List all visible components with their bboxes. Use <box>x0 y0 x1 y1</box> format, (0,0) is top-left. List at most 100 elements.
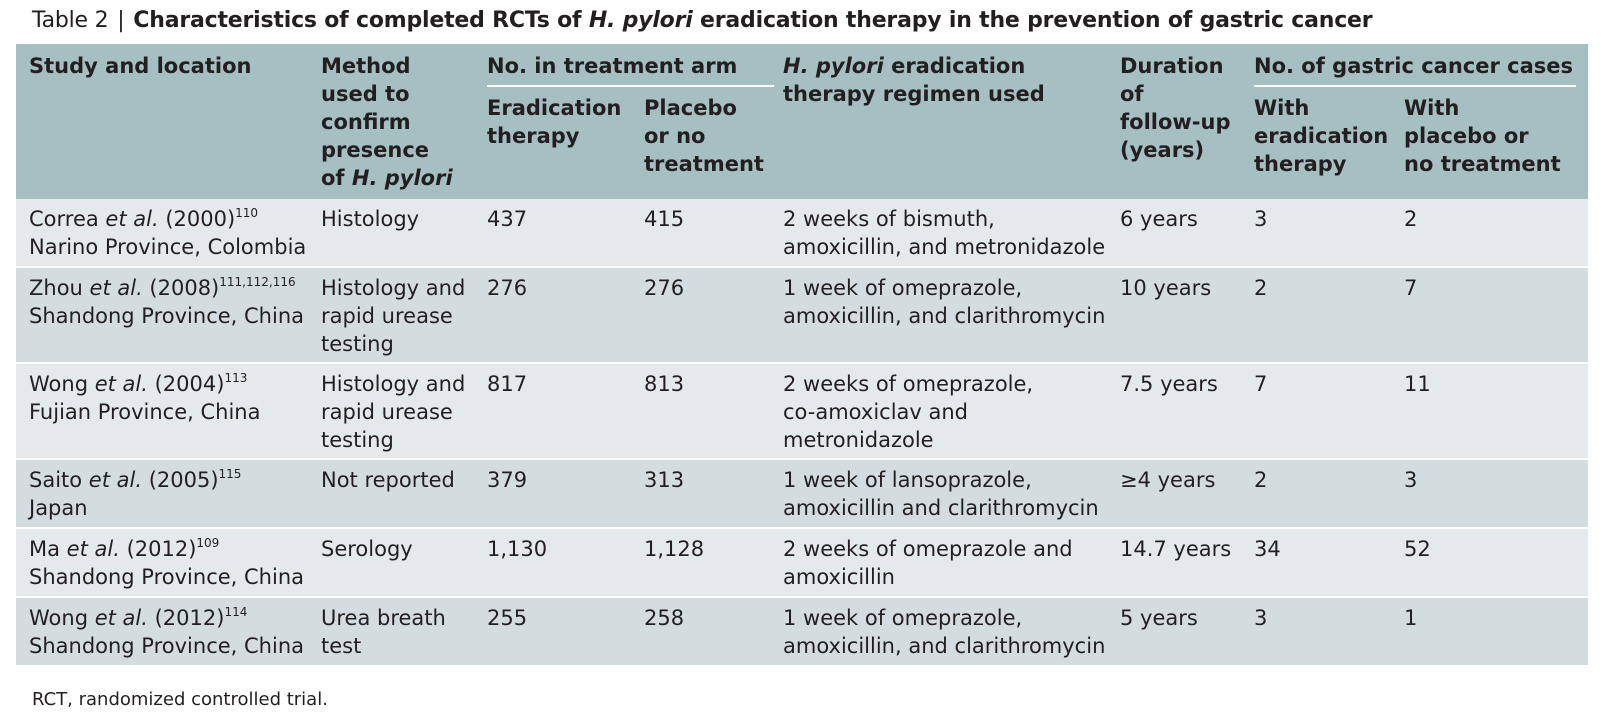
eradication-count-cell: 255 <box>487 606 528 630</box>
study-etal: et al. <box>88 468 143 492</box>
header-placebo: Placebo or no treatment <box>644 96 764 176</box>
eradication-count-cell: 276 <box>487 276 528 300</box>
study-author: Wong <box>29 606 95 630</box>
study-cell: Wong et al. (2012)114 Shandong Province, … <box>29 604 304 660</box>
title-part-2: eradication therapy in the prevention of… <box>692 8 1373 33</box>
study-reference: 109 <box>196 536 220 550</box>
table-caption: Table 2 | Characteristics of completed R… <box>32 7 1373 35</box>
duration-cell: 7.5 years <box>1120 372 1218 396</box>
duration-cell: ≥4 years <box>1120 468 1216 492</box>
study-cell: Correa et al. (2000)110 Narino Province, … <box>29 205 306 261</box>
study-location: Narino Province, Colombia <box>29 235 307 259</box>
method-cell: Not reported <box>321 468 455 492</box>
duration-cell: 14.7 years <box>1120 537 1232 561</box>
table-footnote: RCT, randomized controlled trial. <box>32 689 328 710</box>
study-cell: Wong et al. (2004)113 Fujian Province, Ch… <box>29 370 260 426</box>
duration-cell: 10 years <box>1120 276 1212 300</box>
method-cell: Histology <box>321 207 420 231</box>
cases-placebo-cell: 7 <box>1404 276 1418 300</box>
table-row: Correa et al. (2000)110 Narino Province, … <box>16 199 1588 266</box>
study-year: (2012) <box>147 606 225 630</box>
header-method-italic: H. pylori <box>351 166 453 190</box>
study-location: Japan <box>29 496 88 520</box>
study-year: (2012) <box>119 537 197 561</box>
title-italic: H. pylori <box>588 8 693 33</box>
header-treatment-arm: No. in treatment arm <box>487 54 738 78</box>
regimen-cell: 1 week of lansoprazole, amoxicillin and … <box>783 468 1099 520</box>
eradication-count-cell: 817 <box>487 372 528 396</box>
header-study: Study and location <box>29 54 252 78</box>
header-with-eradication: With eradication therapy <box>1254 96 1389 176</box>
header-method: Method used to confirm presence of H. py… <box>321 52 453 192</box>
cases-eradication-cell: 2 <box>1254 468 1268 492</box>
cases-placebo-cell: 1 <box>1404 606 1418 630</box>
study-etal: et al. <box>94 606 148 630</box>
study-location: Shandong Province, China <box>29 304 304 328</box>
header-regimen-text: eradication therapy regimen used <box>783 54 1045 106</box>
header-treatment-rule <box>487 85 774 87</box>
study-year: (2008) <box>142 276 220 300</box>
cases-eradication-cell: 3 <box>1254 207 1268 231</box>
study-reference: 111,112,116 <box>219 275 296 289</box>
placebo-count-cell: 813 <box>644 372 685 396</box>
study-etal: et al. <box>66 537 120 561</box>
cases-eradication-cell: 2 <box>1254 276 1268 300</box>
regimen-cell: 2 weeks of bismuth, amoxicillin, and met… <box>783 207 1106 259</box>
placebo-count-cell: 1,128 <box>644 537 705 561</box>
study-reference: 110 <box>235 206 259 220</box>
duration-cell: 6 years <box>1120 207 1198 231</box>
table-row: Zhou et al. (2008)111,112,116 Shandong Pr… <box>16 268 1588 362</box>
study-cell: Zhou et al. (2008)111,112,116 Shandong Pr… <box>29 274 304 330</box>
study-etal: et al. <box>105 207 159 231</box>
regimen-cell: 2 weeks of omeprazole and amoxicillin <box>783 537 1073 589</box>
regimen-cell: 2 weeks of omeprazole, co-amoxiclav and … <box>783 372 1034 452</box>
placebo-count-cell: 276 <box>644 276 685 300</box>
method-cell: Serology <box>321 537 413 561</box>
regimen-cell: 1 week of omeprazole, amoxicillin, and c… <box>783 276 1106 328</box>
cases-placebo-cell: 11 <box>1404 372 1431 396</box>
header-duration: Duration of follow-up (years) <box>1120 54 1231 162</box>
table-row: Ma et al. (2012)109 Shandong Province, Ch… <box>16 529 1588 596</box>
study-reference: 113 <box>224 371 248 385</box>
study-author: Wong <box>29 372 95 396</box>
eradication-count-cell: 379 <box>487 468 528 492</box>
method-cell: Histology and rapid urease testing <box>321 276 466 356</box>
table-row: Saito et al. (2005)115 Japan Not reported… <box>16 460 1588 527</box>
placebo-count-cell: 313 <box>644 468 685 492</box>
method-cell: Urea breath test <box>321 606 446 658</box>
placebo-count-cell: 258 <box>644 606 685 630</box>
study-cell: Ma et al. (2012)109 Shandong Province, Ch… <box>29 535 304 591</box>
header-regimen: H. pylori eradication therapy regimen us… <box>783 52 1045 108</box>
cases-eradication-cell: 3 <box>1254 606 1268 630</box>
study-year: (2000) <box>158 207 236 231</box>
method-cell: Histology and rapid urease testing <box>321 372 466 452</box>
study-location: Shandong Province, China <box>29 565 304 589</box>
study-author: Zhou <box>29 276 90 300</box>
header-method-text: Method used to confirm presence of <box>321 54 430 190</box>
cases-eradication-cell: 34 <box>1254 537 1281 561</box>
cases-placebo-cell: 2 <box>1404 207 1418 231</box>
table-row: Wong et al. (2012)114 Shandong Province, … <box>16 598 1588 665</box>
study-reference: 115 <box>218 467 242 481</box>
duration-cell: 5 years <box>1120 606 1198 630</box>
header-cases: No. of gastric cancer cases <box>1254 54 1574 78</box>
study-year: (2005) <box>142 468 219 492</box>
header-cases-rule <box>1254 85 1576 87</box>
placebo-count-cell: 415 <box>644 207 685 231</box>
study-author: Correa <box>29 207 106 231</box>
study-etal: et al. <box>89 276 143 300</box>
study-location: Shandong Province, China <box>29 634 304 658</box>
header-regimen-italic: H. pylori <box>783 54 884 78</box>
table-row: Wong et al. (2004)113 Fujian Province, Ch… <box>16 364 1588 458</box>
study-author: Saito <box>29 468 89 492</box>
study-cell: Saito et al. (2005)115 Japan <box>29 466 241 522</box>
header-with-placebo: With placebo or no treatment <box>1404 96 1561 176</box>
title-part-1: Characteristics of completed RCTs of <box>133 8 589 33</box>
regimen-cell: 1 week of omeprazole, amoxicillin, and c… <box>783 606 1106 658</box>
table-header: Study and location Method used to confir… <box>16 44 1588 199</box>
header-eradication: Eradication therapy <box>487 96 622 148</box>
eradication-count-cell: 437 <box>487 207 528 231</box>
eradication-count-cell: 1,130 <box>487 537 548 561</box>
cases-placebo-cell: 3 <box>1404 468 1418 492</box>
study-year: (2004) <box>147 372 225 396</box>
